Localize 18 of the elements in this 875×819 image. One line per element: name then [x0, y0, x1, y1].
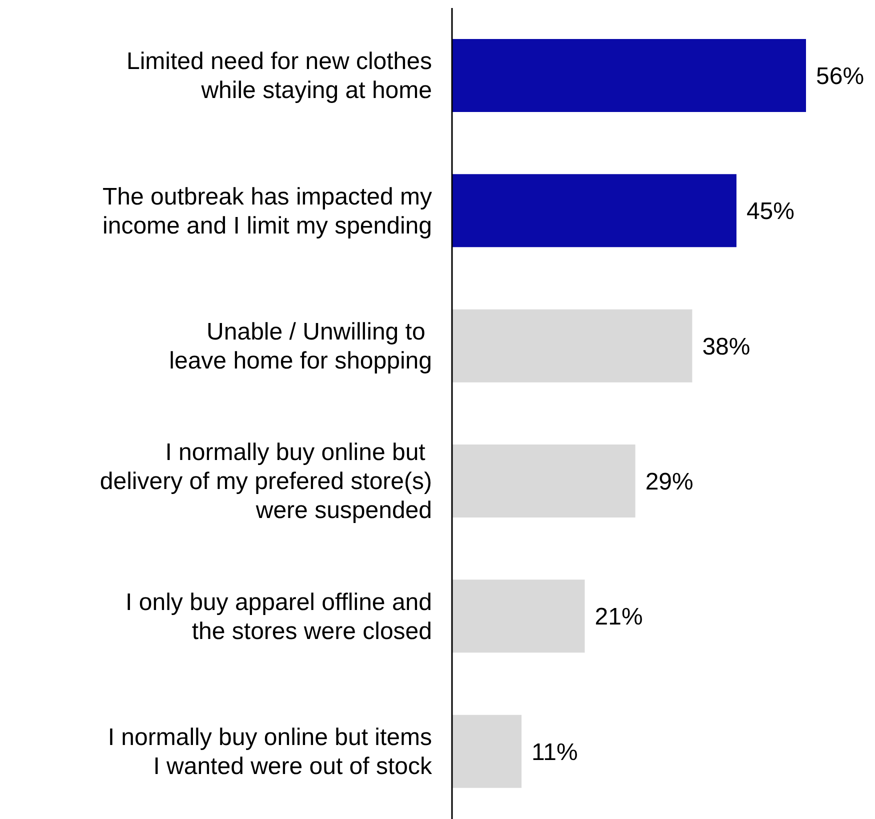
bar — [452, 714, 522, 788]
y-tick-label: I normally buy online but items I wanted were out of stock — [108, 723, 433, 780]
bar — [452, 580, 585, 653]
bar — [452, 39, 806, 112]
y-tick-label: I normally buy online but delivery of my prefered store(s) were suspended — [100, 438, 432, 524]
data-label: 38% — [702, 333, 750, 360]
data-label: 45% — [746, 198, 795, 226]
y-tick-label: Unable / Unwilling to leave home for shopping — [169, 318, 432, 374]
data-label: 56% — [816, 63, 864, 90]
data-label: 11% — [532, 738, 578, 766]
bar — [452, 444, 636, 518]
y-tick-label: I only buy apparel offline and the stores were closed — [126, 588, 432, 644]
bar — [452, 174, 736, 248]
data-label: 21% — [594, 604, 643, 631]
data-label: 29% — [645, 468, 694, 496]
y-tick-label: Limited need for new clothes while staying at home — [126, 48, 432, 104]
bar — [452, 309, 692, 382]
y-tick-label: The outbreak has impacted my income and I limit my spending — [102, 182, 432, 239]
